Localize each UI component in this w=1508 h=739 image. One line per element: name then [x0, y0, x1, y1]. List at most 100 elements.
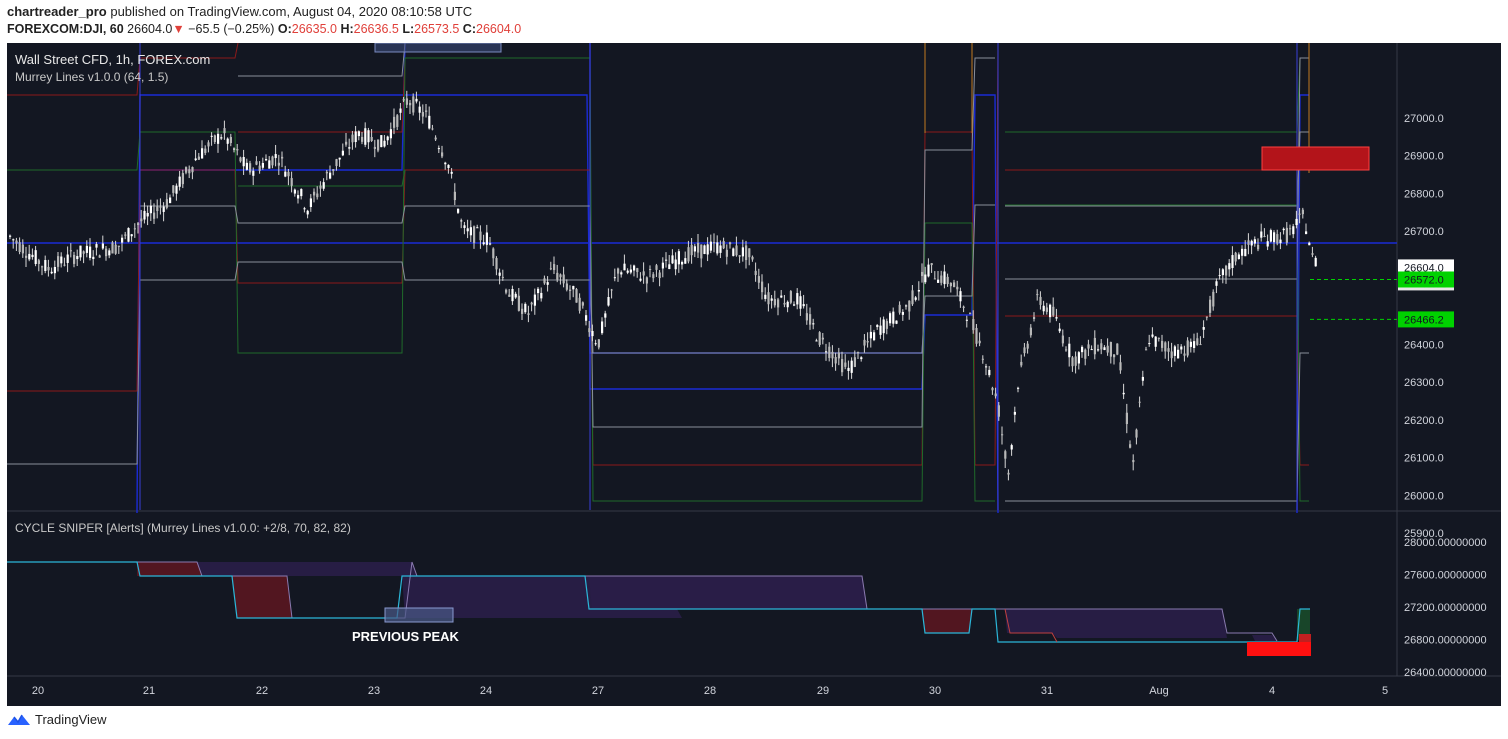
candle-body: [770, 298, 773, 301]
chart-area[interactable]: 27000.0 26900.0 26800.0 26700.0 26400.0 26300…: [7, 43, 1501, 706]
candle-body: [1007, 472, 1010, 475]
candle-body: [169, 197, 172, 204]
candle-body: [332, 169, 335, 172]
green-price-text: 26466.2: [1404, 314, 1444, 326]
candle-body: [341, 150, 344, 156]
candle-body: [252, 170, 255, 176]
candle-body: [969, 313, 972, 315]
candle-body: [466, 228, 469, 232]
candle-body: [674, 259, 677, 270]
candle-body: [828, 346, 831, 358]
candle-body: [924, 274, 927, 283]
candle-body: [729, 242, 732, 245]
candle-body: [1081, 346, 1084, 353]
candle-body: [946, 276, 949, 285]
candle-body: [172, 185, 175, 193]
candle-body: [1042, 305, 1045, 312]
candle-body: [50, 271, 53, 274]
candle-body: [127, 228, 130, 242]
candle-body: [572, 285, 575, 290]
candle-body: [21, 244, 24, 254]
time-axis-label: 27: [592, 685, 604, 697]
candle-body: [242, 157, 245, 167]
indicator-legend[interactable]: Murrey Lines v1.0.0 (64, 1.5): [15, 70, 169, 84]
candle-body: [194, 158, 197, 161]
candle-body: [492, 248, 495, 259]
author-name[interactable]: chartreader_pro: [7, 4, 107, 19]
candle-body: [1285, 227, 1288, 243]
time-axis-label: 22: [256, 685, 268, 697]
candle-body: [1199, 344, 1202, 346]
candle-body: [981, 358, 984, 360]
candle-body: [396, 115, 399, 127]
candle-body: [1071, 357, 1074, 367]
candle-body: [780, 295, 783, 298]
candle-body: [95, 244, 98, 248]
last-price-tag: [1398, 259, 1454, 276]
candle-body: [482, 242, 485, 245]
candle-body: [1164, 342, 1167, 352]
candle-body: [716, 242, 719, 254]
cycle-red-line: [1004, 608, 1058, 643]
candle-body: [1301, 209, 1304, 215]
candle-body: [524, 303, 527, 313]
candle-body: [837, 352, 840, 359]
candle-body: [293, 189, 296, 194]
candle-body: [658, 272, 661, 279]
price-change: −65.5 (−0.25%): [188, 22, 275, 36]
candle-body: [901, 311, 904, 315]
tradingview-brand[interactable]: TradingView: [35, 712, 107, 727]
candle-body: [156, 206, 159, 211]
candle-body: [1173, 346, 1176, 356]
cycle-fill: [1297, 609, 1310, 640]
ohlc-header: FOREXCOM:DJI, 60 26604.0▼ −65.5 (−0.25%)…: [7, 22, 522, 36]
candle-body: [207, 142, 210, 147]
candle-body: [370, 136, 373, 142]
footer: TradingView: [7, 712, 107, 727]
sub-pane-title[interactable]: CYCLE SNIPER [Alerts] (Murrey Lines v1.0…: [15, 521, 351, 535]
candle-body: [514, 293, 517, 298]
candle-body: [1145, 349, 1148, 351]
candle-body: [741, 247, 744, 257]
price-axis-label: 26200.0: [1404, 415, 1444, 427]
candle-body: [911, 290, 914, 305]
candle-body: [962, 306, 965, 308]
candle-body: [1266, 241, 1269, 247]
price-axis-label: 26800.0: [1404, 188, 1444, 200]
candle-body: [617, 268, 620, 274]
candle-body: [703, 245, 706, 254]
price-axis-label: 26000.0: [1404, 490, 1444, 502]
candle-body: [626, 270, 629, 273]
candle-body: [940, 275, 943, 283]
candle-body: [655, 265, 658, 270]
candle-body: [1221, 269, 1224, 276]
candle-body: [348, 147, 351, 149]
candle-body: [581, 302, 584, 306]
candle-body: [725, 249, 728, 257]
candle-body: [1084, 349, 1087, 359]
candle-body: [1023, 347, 1026, 354]
candle-body: [325, 171, 328, 174]
candle-body: [47, 266, 50, 271]
alert-block-top: [1299, 634, 1311, 642]
last-price: 26604.0: [127, 22, 173, 36]
candle-body: [239, 157, 242, 162]
time-axis-label: 29: [817, 685, 829, 697]
candle-body: [917, 290, 920, 292]
time-axis-label: 30: [929, 685, 941, 697]
chart-canvas[interactable]: 27000.0 26900.0 26800.0 26700.0 26400.0 26300…: [7, 43, 1501, 706]
candle-body: [415, 98, 418, 102]
time-axis-label: Aug: [1149, 685, 1169, 697]
candle-body: [1093, 337, 1096, 355]
candle-body: [959, 291, 962, 302]
candle-body: [1004, 451, 1007, 459]
candle-body: [447, 164, 450, 169]
candle-body: [76, 256, 79, 260]
candle-body: [162, 206, 165, 212]
candle-body: [937, 279, 940, 283]
candle-body: [15, 240, 18, 244]
candle-body: [479, 231, 482, 241]
candle-body: [178, 176, 181, 187]
candle-body: [533, 294, 536, 306]
candle-body: [220, 137, 223, 139]
